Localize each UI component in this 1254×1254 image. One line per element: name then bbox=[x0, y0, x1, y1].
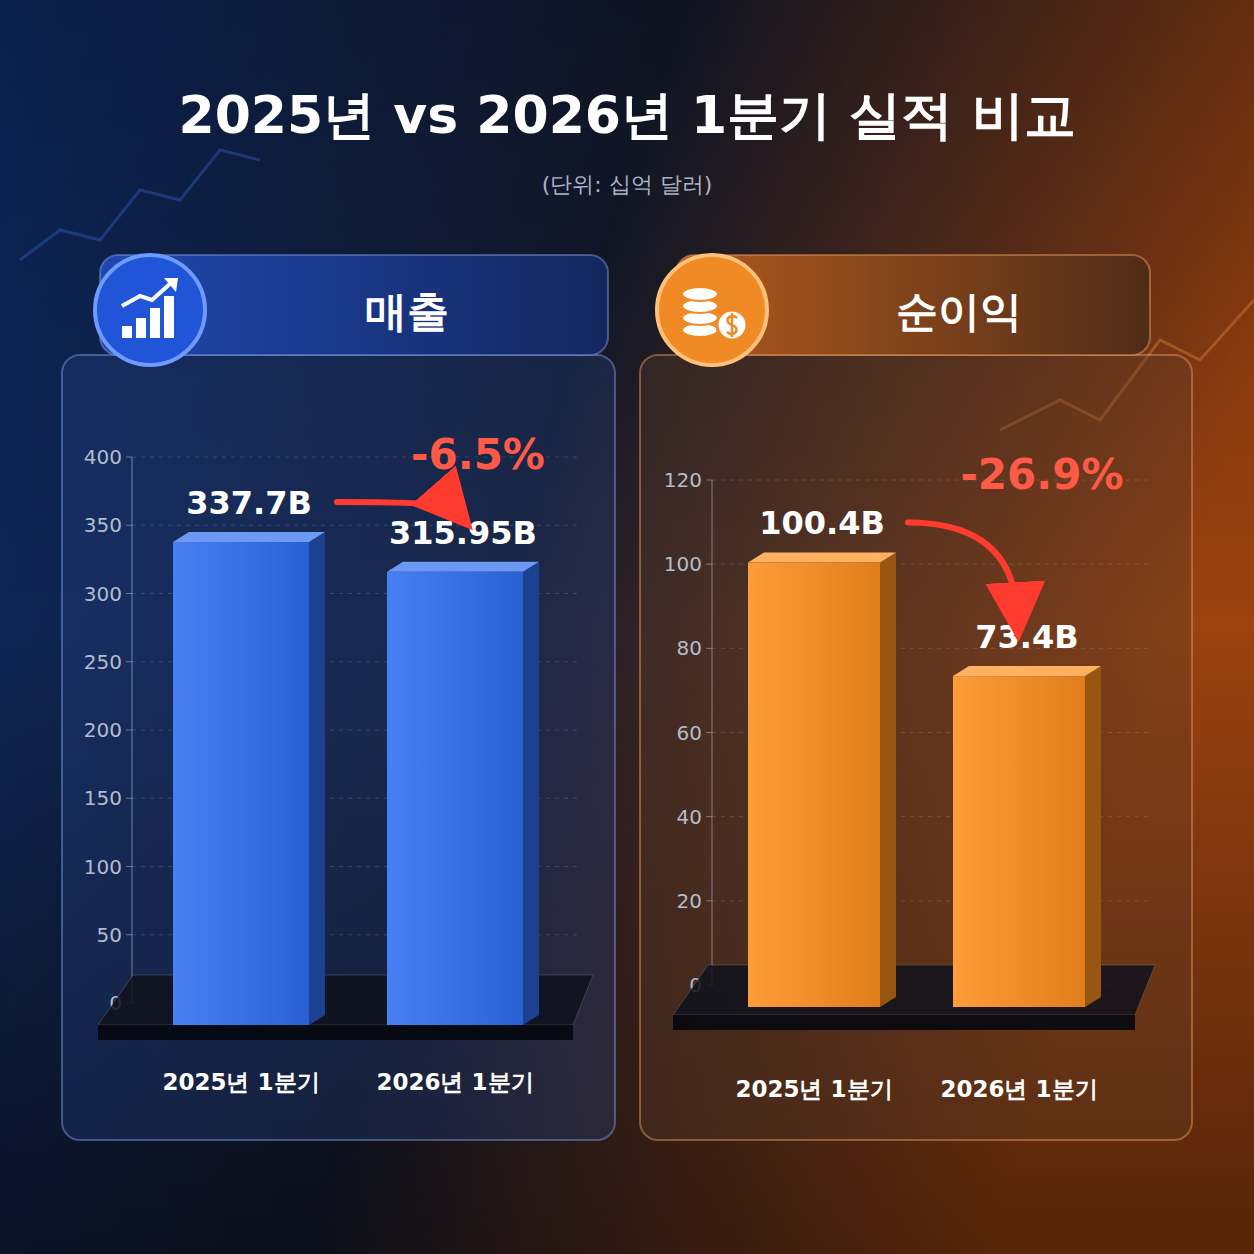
bars bbox=[173, 532, 539, 1025]
y-tick-label: 250 bbox=[84, 650, 122, 674]
panel-icon bbox=[657, 255, 767, 365]
icon-coin bbox=[682, 287, 718, 301]
decor-line bbox=[20, 150, 260, 260]
subtitle: (단위: 십억 달러) bbox=[542, 172, 713, 197]
tick-mark bbox=[126, 525, 132, 526]
bar-top bbox=[387, 562, 539, 572]
panel-box bbox=[62, 355, 615, 1140]
data-label: 337.7B bbox=[186, 484, 312, 522]
data-label: 315.95B bbox=[389, 514, 537, 552]
panel-box bbox=[640, 355, 1192, 1140]
tick-mark bbox=[706, 900, 712, 901]
x-category-label: 2025년 1분기 bbox=[162, 1069, 319, 1095]
main-title: 2025년 vs 2026년 1분기 실적 비교 bbox=[179, 85, 1076, 145]
y-tick-label: 60 bbox=[677, 721, 702, 745]
bar-top bbox=[748, 552, 896, 562]
y-tick-label: 300 bbox=[84, 582, 122, 606]
bar-top bbox=[953, 666, 1101, 676]
bar-side bbox=[1085, 666, 1101, 1007]
tick-mark bbox=[126, 934, 132, 935]
y-tick-label: 350 bbox=[84, 513, 122, 537]
icon-bar bbox=[136, 318, 146, 338]
bar bbox=[953, 676, 1085, 1007]
bar bbox=[387, 572, 523, 1025]
bar bbox=[173, 542, 309, 1025]
data-label: 100.4B bbox=[759, 504, 885, 542]
panel-title: 순이익 bbox=[896, 287, 1022, 336]
platform-edge bbox=[98, 1025, 573, 1040]
bars bbox=[748, 552, 1101, 1007]
icon-bar bbox=[150, 308, 160, 338]
tick-mark bbox=[706, 480, 712, 481]
x-category-label: 2026년 1분기 bbox=[940, 1076, 1097, 1102]
icon-bar bbox=[122, 326, 132, 338]
tick-mark bbox=[126, 730, 132, 731]
y-tick-label: 20 bbox=[677, 889, 702, 913]
y-tick-label: 400 bbox=[84, 445, 122, 469]
panel-icon bbox=[95, 255, 205, 365]
panel-1: 순이익020406080100120100.4B2025년 1분기73.4B20… bbox=[640, 255, 1192, 1140]
tick-mark bbox=[706, 564, 712, 565]
background bbox=[0, 0, 1254, 1254]
x-category-label: 2025년 1분기 bbox=[735, 1076, 892, 1102]
background-shade bbox=[0, 0, 1254, 1254]
change-annotation: -26.9% bbox=[960, 450, 1123, 499]
tick-mark bbox=[126, 661, 132, 662]
y-tick-label: 100 bbox=[664, 552, 702, 576]
y-tick-label: 120 bbox=[664, 468, 702, 492]
y-tick-label: 200 bbox=[84, 718, 122, 742]
x-category-label: 2026년 1분기 bbox=[376, 1069, 533, 1095]
icon-arrow bbox=[164, 278, 178, 292]
platform-edge bbox=[673, 1015, 1135, 1030]
tick-mark bbox=[126, 798, 132, 799]
tick-mark bbox=[706, 732, 712, 733]
tick-mark bbox=[126, 866, 132, 867]
change-annotation: -6.5% bbox=[411, 430, 545, 479]
y-tick-label: 40 bbox=[677, 805, 702, 829]
bar-top bbox=[173, 532, 325, 542]
y-tick-label: 150 bbox=[84, 786, 122, 810]
y-tick-label: 100 bbox=[84, 855, 122, 879]
icon-dollar-coin bbox=[717, 310, 747, 340]
icon-line bbox=[122, 282, 172, 306]
panel-title: 매출 bbox=[365, 287, 449, 336]
change-arrow bbox=[337, 502, 453, 508]
tick-mark bbox=[706, 648, 712, 649]
icon-bar bbox=[164, 296, 174, 338]
change-arrow bbox=[908, 522, 1017, 612]
chart-canvas: 2025년 vs 2026년 1분기 실적 비교(단위: 십억 달러)매출050… bbox=[0, 0, 1254, 1254]
bar bbox=[748, 562, 880, 1007]
y-tick-label: 80 bbox=[677, 636, 702, 660]
bar-side bbox=[309, 532, 325, 1025]
bar-side bbox=[523, 562, 539, 1025]
icon-dollar bbox=[727, 313, 737, 337]
panel-0: 매출050100150200250300350400337.7B2025년 1분… bbox=[62, 255, 615, 1140]
tick-mark bbox=[126, 457, 132, 458]
bar-side bbox=[880, 552, 896, 1007]
data-label: 73.4B bbox=[975, 618, 1078, 656]
tick-mark bbox=[706, 816, 712, 817]
tick-mark bbox=[126, 593, 132, 594]
y-tick-label: 50 bbox=[97, 923, 122, 947]
